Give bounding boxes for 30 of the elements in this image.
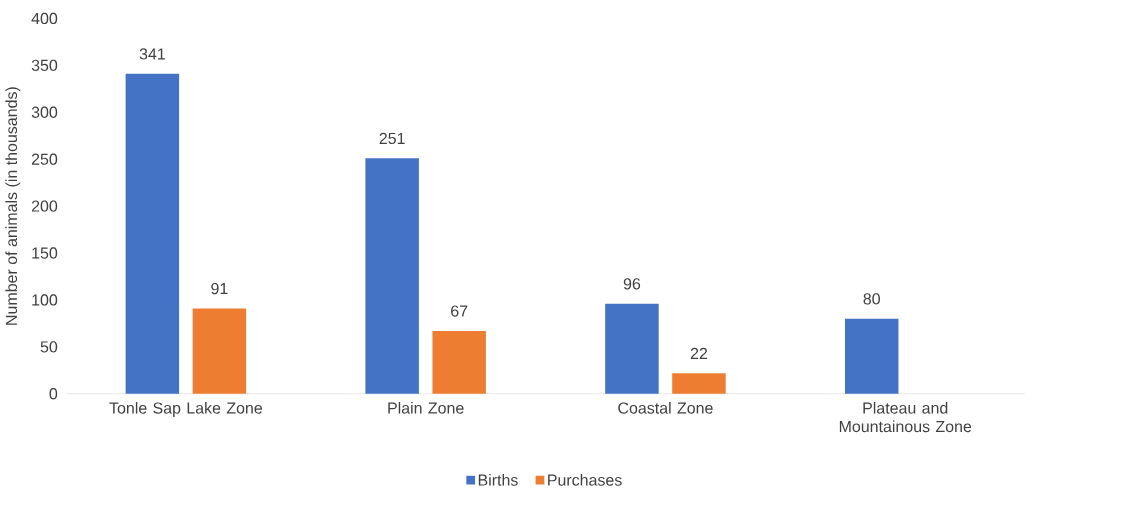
- bar: [605, 303, 659, 394]
- bar: [672, 373, 726, 394]
- y-tick-label: 100: [32, 294, 58, 306]
- bar: [365, 158, 419, 394]
- data-label: 251: [379, 132, 405, 144]
- y-axis-title: Number of animals (in thousands): [5, 87, 21, 325]
- bar: [844, 318, 899, 394]
- legend-label: Births: [478, 473, 518, 486]
- data-label: 67: [451, 305, 468, 317]
- x-tick-label: Coastal Zone: [618, 401, 713, 414]
- x-tick-label: Tonle Sap Lake Zone: [109, 401, 263, 417]
- y-tick-label: 400: [31, 12, 58, 24]
- x-tick-label: Plateau and Mountainous Zone: [839, 401, 972, 433]
- y-tick-label: 50: [40, 341, 58, 353]
- y-tick-label: 350: [31, 59, 58, 71]
- bar: [432, 330, 486, 394]
- y-tick-label: 300: [31, 106, 58, 118]
- data-label: 96: [623, 278, 641, 290]
- y-tick-label: 200: [31, 200, 58, 212]
- x-tick-label: Plain Zone: [388, 401, 464, 414]
- data-label: 341: [139, 48, 165, 60]
- y-tick-label: 0: [49, 388, 58, 400]
- legend-label: Purchases: [548, 473, 622, 486]
- bar: [192, 308, 247, 394]
- data-label: 80: [863, 293, 880, 305]
- bar: [125, 73, 180, 394]
- data-label: 22: [690, 347, 708, 359]
- y-tick-label: 250: [31, 153, 58, 165]
- data-label: 91: [211, 282, 228, 295]
- y-tick-label: 150: [32, 247, 58, 259]
